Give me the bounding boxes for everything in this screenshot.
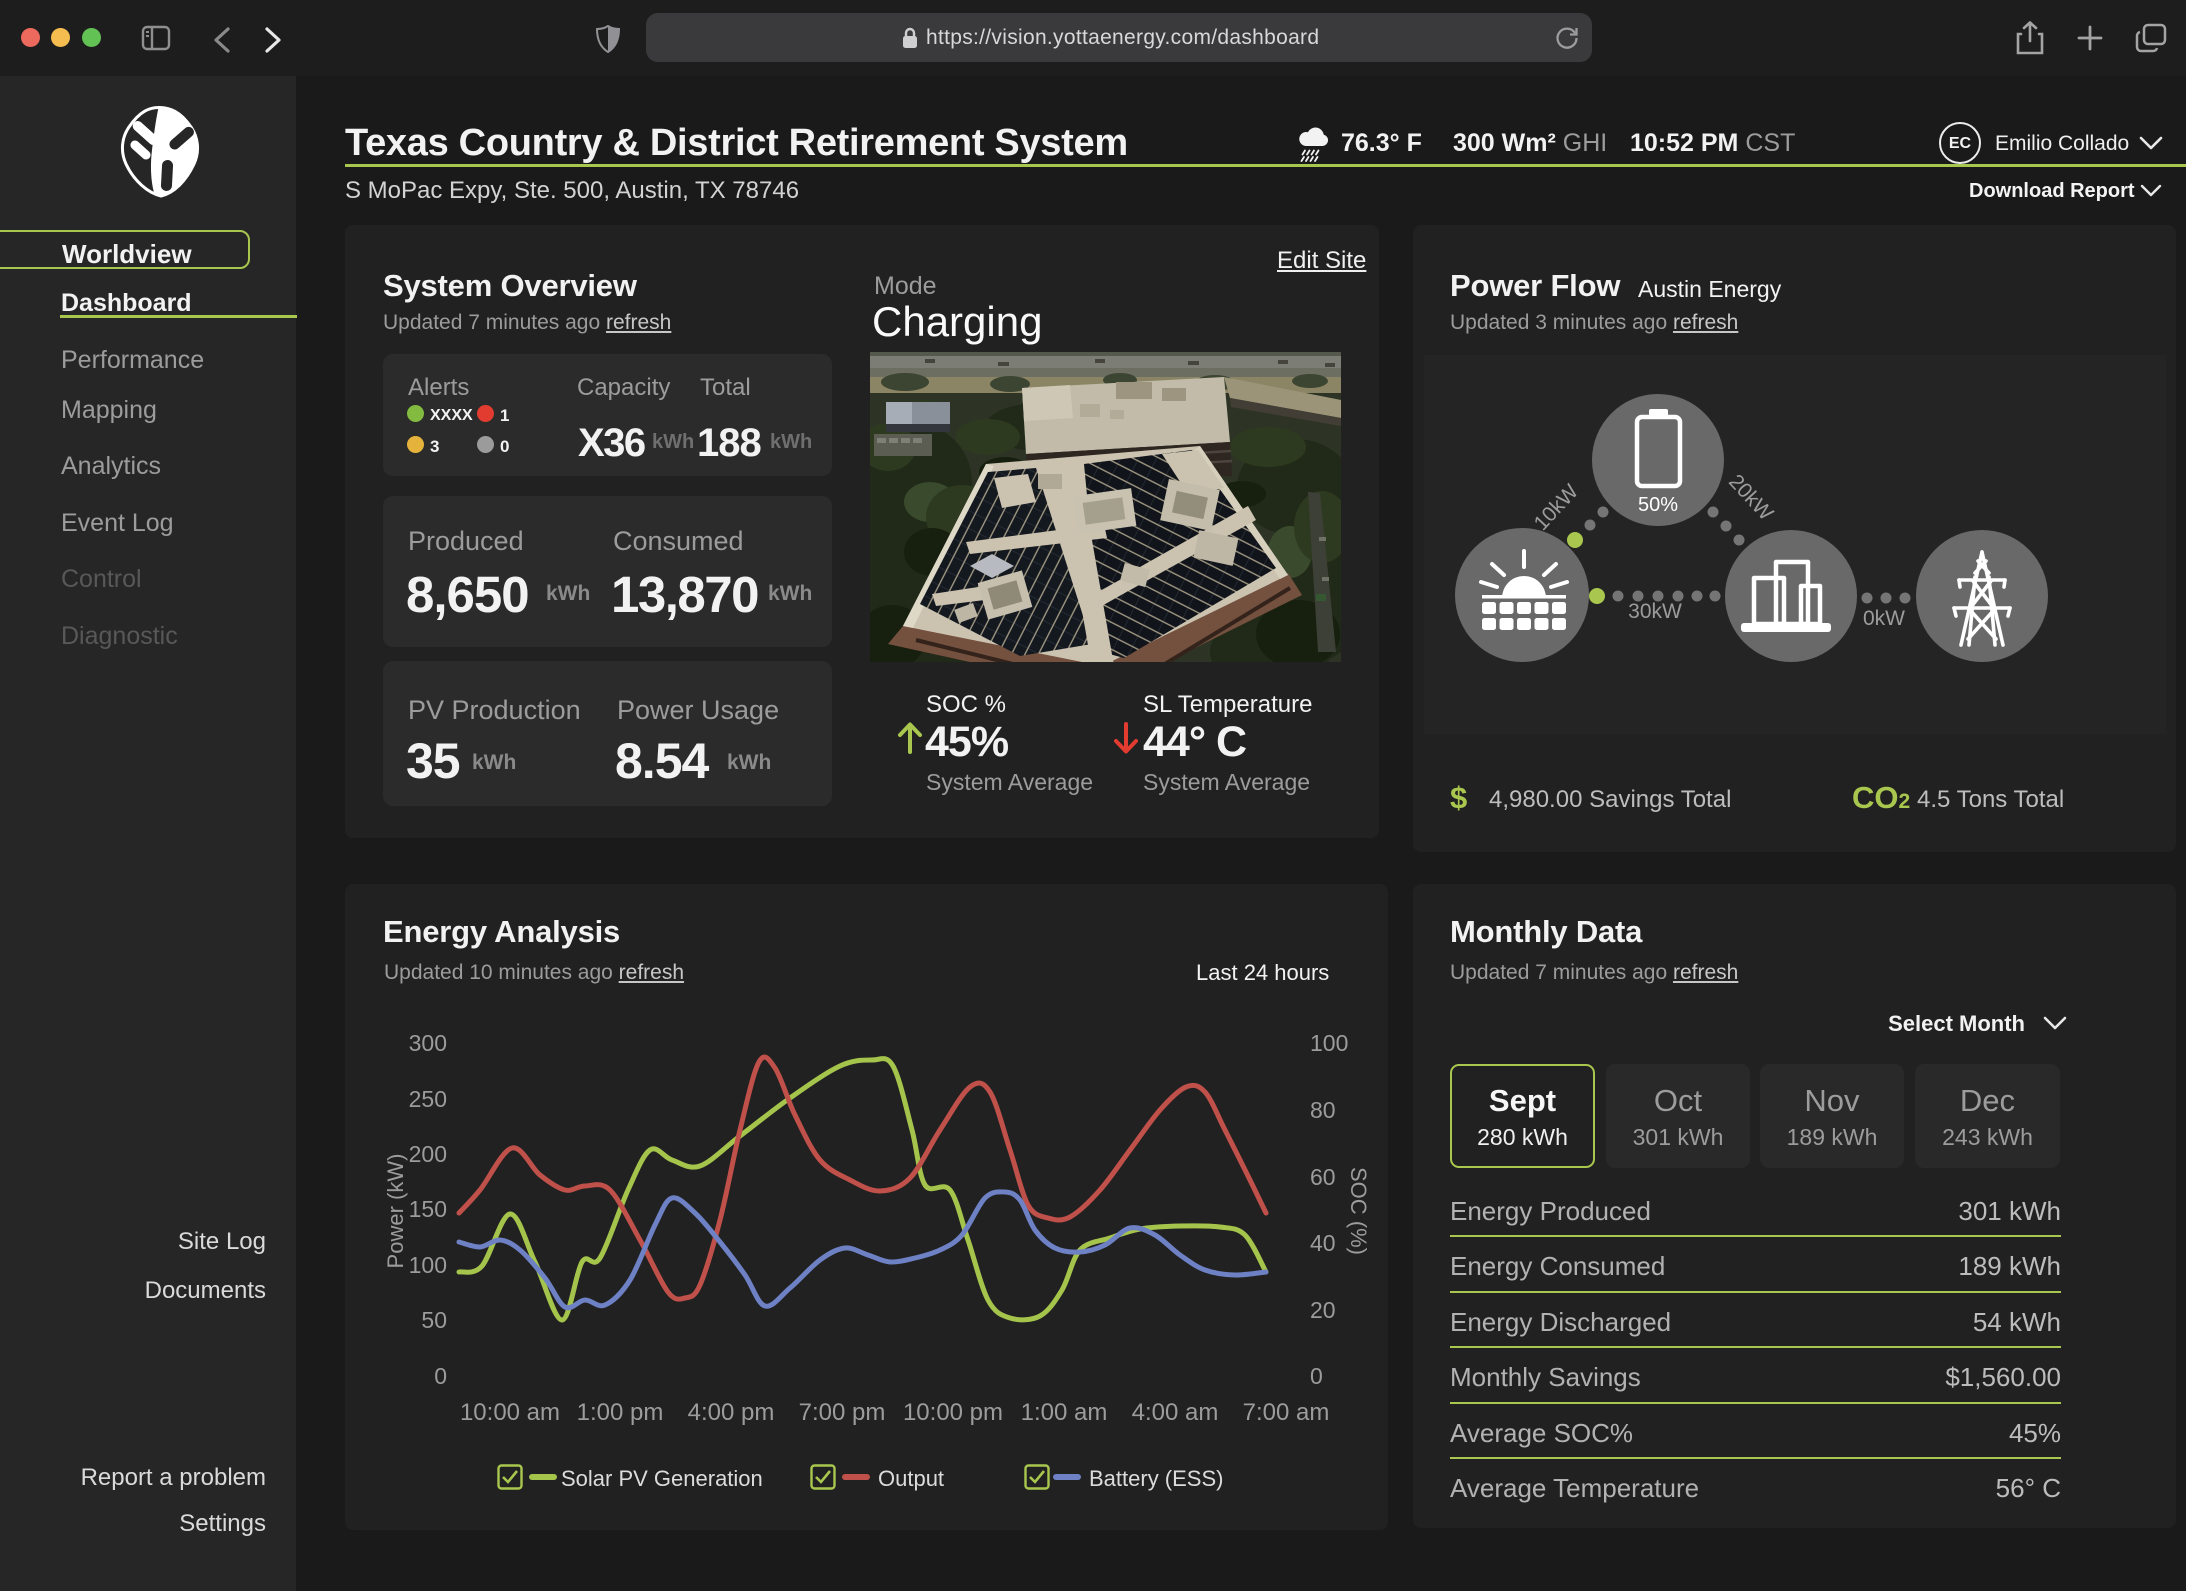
svg-text:10kW: 10kW (1530, 480, 1584, 535)
svg-text:20kW: 20kW (1724, 470, 1778, 525)
svg-text:50%: 50% (1638, 494, 1678, 516)
svg-text:0kW: 0kW (1863, 607, 1905, 630)
svg-text:30kW: 30kW (1628, 600, 1682, 623)
